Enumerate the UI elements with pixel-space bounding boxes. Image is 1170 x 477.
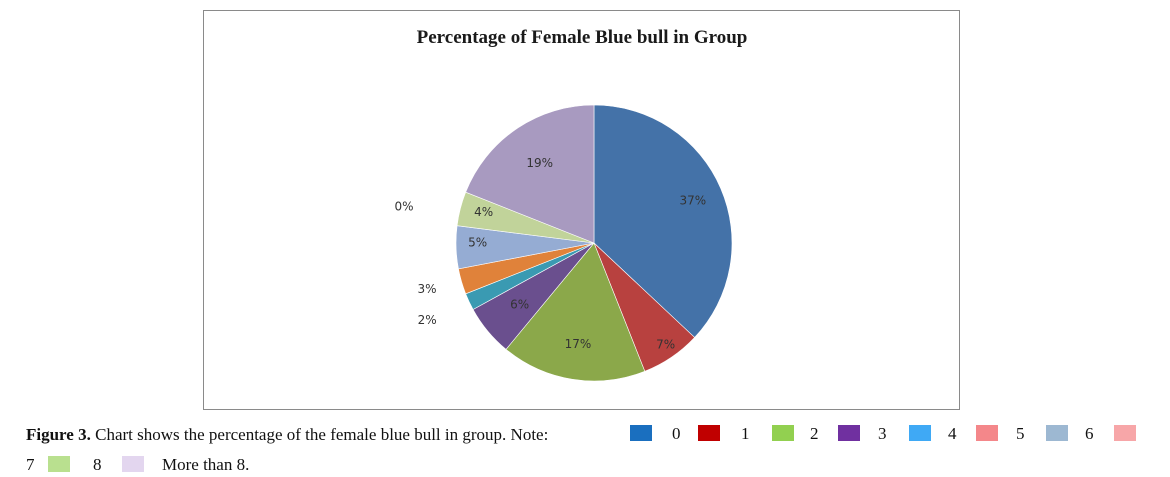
caption-text: Chart shows the percentage of the female… [95,425,549,444]
slice-label: 17% [565,337,592,351]
legend-swatch [48,456,70,472]
legend-swatch [976,425,998,441]
legend-label: 4 [948,424,957,443]
slice-label: 19% [526,156,553,170]
legend-label: 7 [26,455,35,474]
pie-chart: Percentage of Female Blue bull in Group … [394,27,748,382]
legend-label: 5 [1016,424,1025,443]
legend-swatch [838,425,860,441]
legend-swatch [1114,425,1136,441]
legend-label: 8 [93,455,102,474]
legend-swatch [909,425,931,441]
slice-label: 3% [417,282,436,296]
slice-label: 6% [510,298,529,312]
pie-slices [455,104,733,382]
legend-swatch [630,425,652,441]
legend-label: 0 [672,424,681,443]
pie-slice-0 [593,104,733,338]
legend-swatch [772,425,794,441]
slice-label: 2% [418,313,437,327]
slice-label: 0% [394,200,413,214]
figure-caption: Figure 3. Chart shows the percentage of … [26,425,548,445]
chart-title: Percentage of Female Blue bull in Group [417,27,748,48]
legend-swatch [122,456,144,472]
slice-label: 7% [656,338,675,352]
slice-label: 37% [679,193,706,207]
pie-labels: 37% 7% 17% 6% 2% 3% 5% 0% 4% 19% [394,156,706,352]
legend-label: 2 [810,424,819,443]
legend-swatch [698,425,720,441]
figure-number: Figure 3. [26,425,91,444]
legend-label: More than 8. [162,455,250,474]
chart-frame: Percentage of Female Blue bull in Group … [203,10,960,410]
legend-label: 3 [878,424,887,443]
legend-label: 6 [1085,424,1094,443]
pie-slice-2 [505,242,646,382]
legend-swatch [1046,425,1068,441]
slice-label: 4% [474,205,493,219]
slice-label: 5% [468,236,487,250]
legend-label: 1 [741,424,750,443]
pie-slice-more-than-8 [465,104,595,244]
